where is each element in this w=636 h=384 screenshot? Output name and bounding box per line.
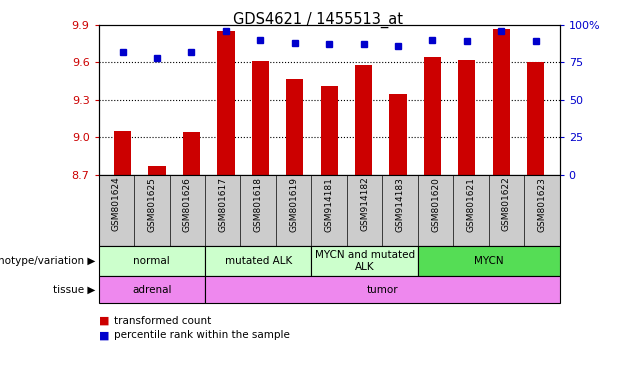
Bar [252,61,269,175]
Text: GSM801618: GSM801618 [254,177,263,232]
Text: GSM914181: GSM914181 [324,177,334,232]
Text: MYCN: MYCN [474,256,504,266]
Bar [183,132,200,175]
Bar [458,60,475,175]
Bar [527,63,544,175]
Text: genotype/variation ▶: genotype/variation ▶ [0,256,95,266]
Text: percentile rank within the sample: percentile rank within the sample [114,330,291,340]
Text: normal: normal [134,256,170,266]
Bar [355,65,372,175]
Text: ■: ■ [99,316,109,326]
Bar [286,79,303,175]
Text: ■: ■ [99,330,109,340]
Text: GSM801625: GSM801625 [148,177,156,232]
Bar [114,131,131,175]
Bar [218,31,235,175]
Bar [424,57,441,175]
Text: mutated ALK: mutated ALK [225,256,292,266]
Text: GSM801617: GSM801617 [218,177,227,232]
Text: GSM914182: GSM914182 [360,177,369,232]
Text: MYCN and mutated
ALK: MYCN and mutated ALK [315,250,415,272]
Text: transformed count: transformed count [114,316,212,326]
Text: GSM801622: GSM801622 [502,177,511,232]
Bar [492,29,510,175]
Bar [321,86,338,175]
Text: GSM914183: GSM914183 [396,177,404,232]
Text: tumor: tumor [366,285,398,295]
Text: GSM801620: GSM801620 [431,177,440,232]
Text: GSM801621: GSM801621 [467,177,476,232]
Text: adrenal: adrenal [132,285,172,295]
Text: GSM801624: GSM801624 [112,177,121,232]
Text: tissue ▶: tissue ▶ [53,285,95,295]
Bar [389,94,406,175]
Text: GSM801626: GSM801626 [183,177,191,232]
Bar [148,166,166,175]
Text: GSM801619: GSM801619 [289,177,298,232]
Text: GSM801623: GSM801623 [537,177,546,232]
Text: GDS4621 / 1455513_at: GDS4621 / 1455513_at [233,12,403,28]
